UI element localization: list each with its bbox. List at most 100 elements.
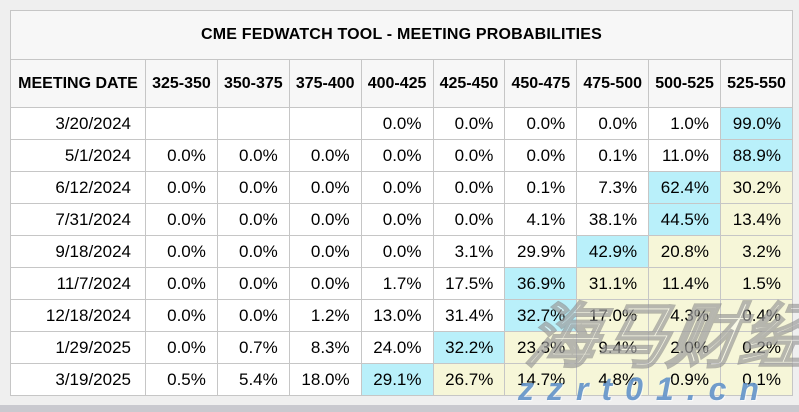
window-bottom-edge: [0, 405, 799, 412]
probability-cell: 3.1%: [432, 235, 506, 268]
probability-cell: 0.0%: [216, 235, 290, 268]
probability-cell: 0.0%: [432, 107, 506, 140]
meeting-date-cell: 3/20/2024: [10, 107, 146, 140]
probability-cell: 88.9%: [720, 139, 793, 172]
probability-cell: 0.0%: [145, 331, 218, 364]
probability-cell: 0.0%: [288, 171, 362, 204]
column-header-rate-range: 450-475: [504, 59, 578, 108]
column-header-rate-range: 425-450: [432, 59, 506, 108]
probability-cell: 4.8%: [576, 363, 650, 396]
probability-cell: 1.0%: [648, 107, 721, 140]
probability-cell: 11.4%: [648, 267, 721, 300]
table-row: 7/31/2024 0.0% 0.0% 0.0% 0.0% 0.0% 4.1% 38.1% 44…: [10, 203, 793, 236]
probability-cell: 29.1%: [360, 363, 434, 396]
probability-cell: 31.1%: [576, 267, 650, 300]
meeting-date-cell: 1/29/2025: [10, 331, 146, 364]
probability-cell: 32.7%: [504, 299, 578, 332]
probability-cell: 17.0%: [576, 299, 650, 332]
probability-cell: 4.1%: [504, 203, 578, 236]
probability-cell: 0.2%: [720, 331, 793, 364]
column-header-meeting-date: MEETING DATE: [10, 59, 146, 108]
probability-cell: 26.7%: [432, 363, 506, 396]
meeting-date-cell: 6/12/2024: [10, 171, 146, 204]
probability-cell: 0.0%: [216, 171, 290, 204]
probability-cell: 0.0%: [360, 171, 434, 204]
probability-cell: 0.0%: [216, 139, 290, 172]
probability-cell: 0.4%: [720, 299, 793, 332]
probability-cell: 0.0%: [504, 107, 578, 140]
probability-cell: 2.0%: [648, 331, 721, 364]
probability-cell: 0.0%: [360, 107, 434, 140]
title-row: CME FEDWATCH TOOL - MEETING PROBABILITIE…: [10, 10, 793, 60]
probability-cell: 20.8%: [648, 235, 721, 268]
probability-cell: 29.9%: [504, 235, 578, 268]
probability-cell: 30.2%: [720, 171, 793, 204]
probability-cell: 0.0%: [360, 139, 434, 172]
probability-cell: 0.5%: [145, 363, 218, 396]
probability-cell: 3.2%: [720, 235, 793, 268]
probability-cell: 13.4%: [720, 203, 793, 236]
probability-cell: [145, 107, 218, 140]
column-header-rate-range: 500-525: [648, 59, 721, 108]
probability-cell: 0.0%: [145, 171, 218, 204]
probability-cell: 0.0%: [145, 139, 218, 172]
column-header-row: MEETING DATE 325-350 350-375 375-400 400-425…: [10, 59, 793, 108]
probability-cell: 0.0%: [504, 139, 578, 172]
probability-cell: 1.5%: [720, 267, 793, 300]
probability-cell: 0.0%: [145, 235, 218, 268]
fedwatch-meeting-probabilities-table: CME FEDWATCH TOOL - MEETING PROBABILITIE…: [10, 10, 793, 396]
probability-cell: 0.0%: [576, 107, 650, 140]
probability-cell: 0.0%: [432, 139, 506, 172]
probability-cell: 23.3%: [504, 331, 578, 364]
meeting-date-cell: 9/18/2024: [10, 235, 146, 268]
column-header-rate-range: 475-500: [576, 59, 650, 108]
table-row: 3/20/2024 0.0% 0.0% 0.0% 0.0% 1.0% 99.0%: [10, 107, 793, 140]
probability-cell: 44.5%: [648, 203, 721, 236]
probability-cell: 0.0%: [432, 203, 506, 236]
probability-cell: 0.0%: [288, 235, 362, 268]
probability-cell: 0.0%: [288, 267, 362, 300]
probability-cell: 0.0%: [145, 299, 218, 332]
table-row: 6/12/2024 0.0% 0.0% 0.0% 0.0% 0.0% 0.1% 7.3% 62.…: [10, 171, 793, 204]
meeting-date-cell: 5/1/2024: [10, 139, 146, 172]
table-title: CME FEDWATCH TOOL - MEETING PROBABILITIE…: [10, 10, 793, 60]
table-row: 1/29/2025 0.0% 0.7% 8.3% 24.0% 32.2% 23.3% 9.4%…: [10, 331, 793, 364]
probability-cell: 0.0%: [216, 203, 290, 236]
probability-cell: 8.3%: [288, 331, 362, 364]
table-row: 9/18/2024 0.0% 0.0% 0.0% 0.0% 3.1% 29.9% 42.9% 2…: [10, 235, 793, 268]
column-header-rate-range: 525-550: [720, 59, 793, 108]
probability-cell: 0.0%: [216, 299, 290, 332]
column-header-rate-range: 325-350: [145, 59, 218, 108]
probability-cell: 9.4%: [576, 331, 650, 364]
table-row: 5/1/2024 0.0% 0.0% 0.0% 0.0% 0.0% 0.0% 0.1% 11.0…: [10, 139, 793, 172]
column-header-rate-range: 350-375: [216, 59, 290, 108]
probability-cell: [216, 107, 290, 140]
probability-cell: 0.0%: [145, 203, 218, 236]
probability-cell: 1.2%: [288, 299, 362, 332]
probability-cell: 0.0%: [360, 203, 434, 236]
probability-cell: 7.3%: [576, 171, 650, 204]
probability-cell: 0.0%: [288, 139, 362, 172]
probability-cell: 24.0%: [360, 331, 434, 364]
probability-cell: 0.0%: [360, 235, 434, 268]
column-header-rate-range: 375-400: [288, 59, 362, 108]
probability-cell: 0.1%: [720, 363, 793, 396]
probability-cell: 42.9%: [576, 235, 650, 268]
probability-cell: 0.7%: [216, 331, 290, 364]
probability-cell: 17.5%: [432, 267, 506, 300]
probability-cell: 38.1%: [576, 203, 650, 236]
probability-cell: 0.0%: [145, 267, 218, 300]
probability-cell: 62.4%: [648, 171, 721, 204]
probability-cell: 18.0%: [288, 363, 362, 396]
probability-cell: 14.7%: [504, 363, 578, 396]
probability-cell: 0.0%: [432, 171, 506, 204]
probability-cell: 0.0%: [288, 203, 362, 236]
probability-cell: 4.3%: [648, 299, 721, 332]
meeting-date-cell: 12/18/2024: [10, 299, 146, 332]
meeting-date-cell: 11/7/2024: [10, 267, 146, 300]
probability-cell: 32.2%: [432, 331, 506, 364]
probability-cell: 0.1%: [576, 139, 650, 172]
probability-cell: 5.4%: [216, 363, 290, 396]
probability-cell: 36.9%: [504, 267, 578, 300]
probability-cell: 13.0%: [360, 299, 434, 332]
